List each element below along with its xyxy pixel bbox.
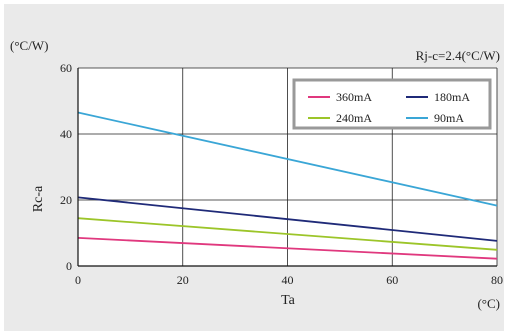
legend-label-360mA: 360mA xyxy=(336,90,372,104)
y-unit-label: (°C/W) xyxy=(10,38,48,53)
series-line-360mA xyxy=(77,237,498,260)
x-unit-label: (°C) xyxy=(477,296,500,311)
axes xyxy=(77,68,497,267)
x-tick-label: 0 xyxy=(75,273,81,287)
y-tick-label: 0 xyxy=(66,259,72,273)
x-tick-label: 40 xyxy=(282,273,294,287)
x-tick-label: 20 xyxy=(177,273,189,287)
legend-label-180mA: 180mA xyxy=(434,90,470,104)
series-line-90mA xyxy=(77,111,498,207)
x-axis-label: Ta xyxy=(281,293,296,308)
tick-labels: 0 20 40 60 80 0 20 40 60 xyxy=(60,61,503,287)
legend: 360mA 180mA 240mA 90mA xyxy=(292,78,492,130)
y-tick-label: 20 xyxy=(60,193,72,207)
line-chart: 0 20 40 60 80 0 20 40 60 (°C/W) Rj-c=2.4(°C/W) R… xyxy=(10,38,503,311)
series-line-180mA xyxy=(77,196,498,242)
legend-label-240mA: 240mA xyxy=(336,111,372,125)
chart-frame: 0 20 40 60 80 0 20 40 60 (°C/W) Rj-c=2.4(°C/W) R… xyxy=(4,4,504,331)
y-tick-label: 40 xyxy=(60,127,72,141)
legend-box xyxy=(292,78,492,130)
series-line-240mA xyxy=(77,217,498,251)
y-tick-label: 60 xyxy=(60,61,72,75)
annotation-label: Rj-c=2.4(°C/W) xyxy=(416,48,500,63)
legend-label-90mA: 90mA xyxy=(434,111,464,125)
x-tick-label: 80 xyxy=(491,273,503,287)
series-lines xyxy=(77,111,498,260)
x-tick-label: 60 xyxy=(386,273,398,287)
y-axis-label: Rc-a xyxy=(31,185,46,212)
